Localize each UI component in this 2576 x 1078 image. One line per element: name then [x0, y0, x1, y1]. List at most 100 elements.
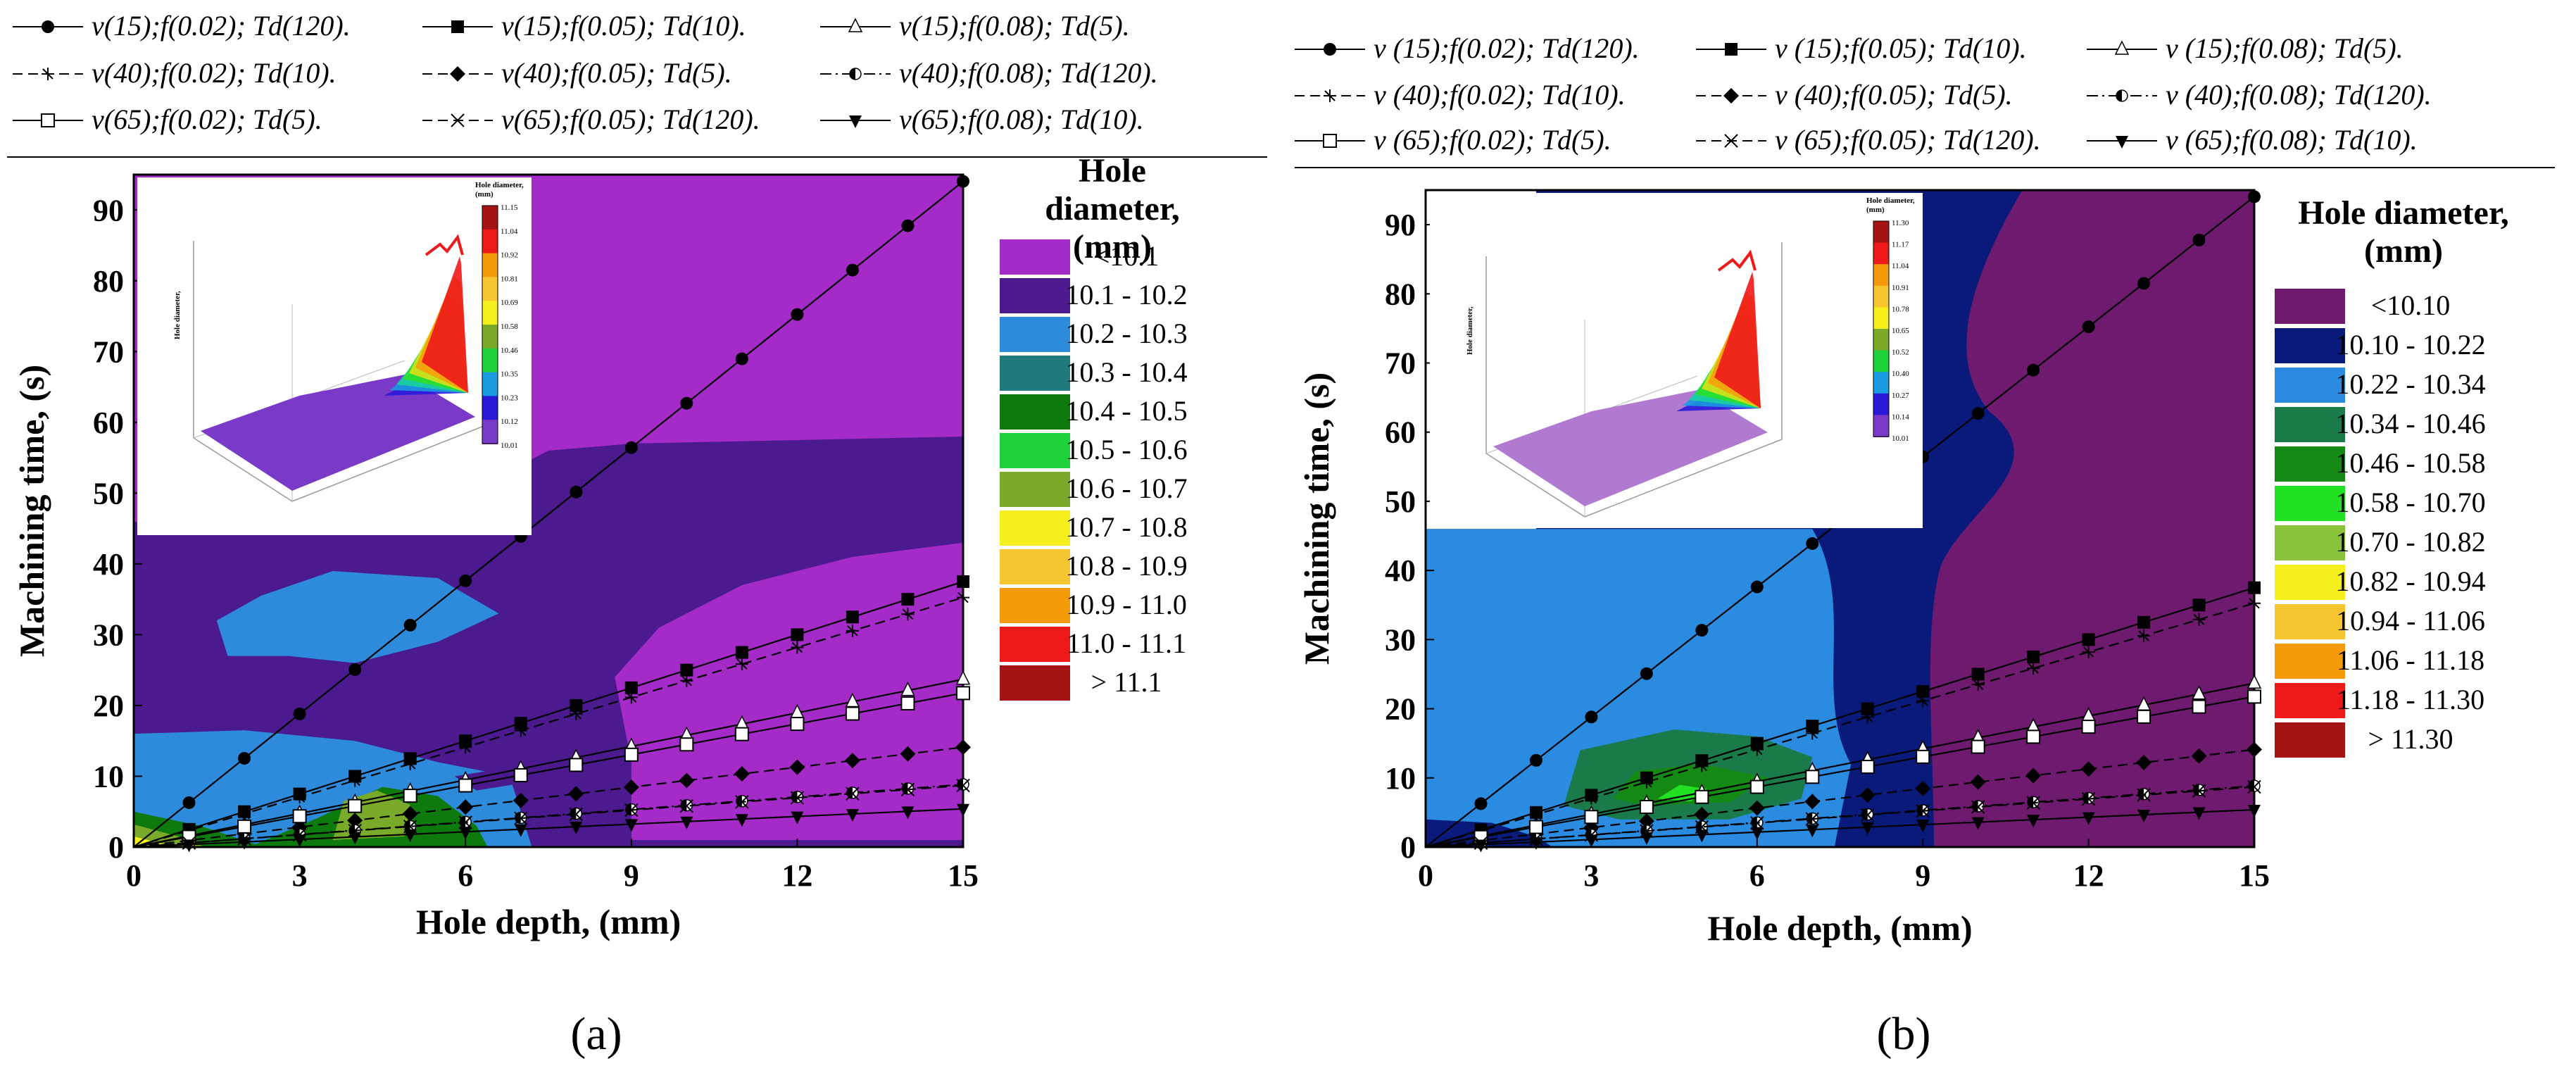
legend-label-7: v(65);f(0.02); Td(5). — [92, 104, 322, 135]
inset-colorbar-tick: 10.01 — [1892, 434, 1909, 443]
series-4-point — [238, 807, 251, 820]
legend-marker-1 — [42, 20, 54, 33]
series-5-point — [1915, 780, 1931, 796]
series-line-9 — [1425, 808, 2255, 848]
colorbar-label: 11.18 - 11.30 — [2337, 684, 2484, 715]
series-5-point — [347, 813, 363, 829]
plot-frame — [132, 173, 965, 848]
series-2-point — [1861, 702, 1874, 715]
series-7-point — [1805, 770, 1820, 784]
series-5-point — [789, 759, 805, 775]
series-4-point — [2082, 646, 2095, 659]
colorbar-label: 10.9 - 11.0 — [1066, 589, 1187, 620]
series-1-point — [2082, 320, 2095, 334]
y-tick-label: 10 — [1385, 761, 1416, 796]
colorbar-swatch — [1000, 433, 1070, 468]
x-tick-label: 3 — [1583, 858, 1599, 893]
series-9-point — [791, 811, 804, 825]
series-7-point — [569, 758, 584, 772]
series-9-point — [624, 819, 638, 832]
series-7-point — [403, 789, 417, 803]
inset-surface-peak — [1717, 249, 1757, 272]
inset-colorbar-title: (mm) — [1866, 206, 1885, 214]
x-tick-label: 6 — [458, 858, 473, 893]
inset-colorbar-segment — [1873, 285, 1889, 308]
series-8-point — [790, 791, 805, 805]
series-9-point — [1971, 817, 1985, 830]
series-9-point — [1585, 834, 1598, 848]
series-7-point — [1749, 779, 1764, 794]
series-3-point — [2247, 674, 2262, 689]
inset-3d-plot: 11.30 11.17 11.04 10.91 10.78 10.65 10.52 10.40… — [1430, 193, 1923, 528]
colorbar-swatch — [2275, 486, 2345, 521]
inset-colorbar-tick: 11.04 — [1892, 262, 1909, 270]
x-tick-label: 0 — [126, 858, 142, 893]
legend-marker-6-fill — [850, 68, 855, 80]
colorbar-label: <10.1 — [1094, 240, 1160, 272]
legend-label-5: v(40);f(0.05); Td(5). — [501, 57, 732, 89]
inset-surface-base — [1493, 390, 1768, 506]
inset-colorbar-segment — [1873, 415, 1889, 437]
inset-3d-plot: 11.15 11.04 10.92 10.81 10.69 10.58 10.46 10.35… — [137, 177, 532, 535]
inset-colorbar-tick: 10.40 — [1892, 370, 1909, 378]
series-7-point — [1639, 800, 1654, 815]
y-tick-label: 90 — [1385, 208, 1416, 242]
series-8-point — [2137, 788, 2151, 802]
legend-label-3: v(15);f(0.08); Td(5). — [899, 10, 1130, 42]
series-9-point — [348, 832, 362, 845]
panel-label: (a) — [570, 1008, 622, 1060]
inset-z-title: Hole diameter, — [173, 291, 182, 339]
series-9-point — [459, 827, 472, 840]
inset-colorbar-tick: 10.46 — [501, 346, 518, 355]
legend-label-2: v (15);f(0.05); Td(10). — [1775, 32, 2027, 64]
series-5-point — [2191, 748, 2207, 764]
series-7-point — [624, 747, 639, 762]
x-tick-label: 6 — [1749, 858, 1765, 893]
series-1-point — [182, 796, 196, 809]
series-1-point — [901, 219, 915, 232]
inset-colorbar-tick: 10.65 — [1892, 327, 1909, 335]
series-1-point — [1695, 624, 1709, 637]
legend-marker-9 — [849, 115, 862, 128]
series-7-point — [1584, 810, 1599, 825]
series-4-point — [1971, 678, 1985, 691]
series-4-point — [2248, 596, 2261, 610]
series-2-point — [1916, 685, 1930, 698]
series-line-3 — [133, 678, 964, 848]
colorbar-swatch — [1000, 588, 1070, 623]
inset-colorbar-tick: 10.14 — [1892, 413, 1909, 421]
inset-colorbar-segment — [482, 277, 498, 302]
series-1-point — [957, 175, 969, 188]
inset-surface-band — [1714, 272, 1761, 408]
inset-colorbar-tick: 10.81 — [501, 275, 518, 283]
colorbar-label: 10.7 - 10.8 — [1065, 511, 1187, 543]
plot-frame — [1424, 189, 2256, 848]
series-7-point — [1528, 820, 1543, 834]
chart-a: v(15);f(0.02); Td(120). v(15);f(0.05); Td… — [7, 10, 1267, 1060]
inset-colorbar-segment — [482, 253, 498, 278]
legend-label-6: v(40);f(0.08); Td(120). — [899, 57, 1158, 89]
series-1-point — [2248, 190, 2261, 203]
series-9-point — [901, 806, 915, 820]
series-7-point — [900, 696, 915, 710]
series-line-3 — [1425, 682, 2255, 848]
series-line-7 — [1425, 696, 2255, 848]
series-3-point — [955, 670, 971, 685]
series-4-point — [680, 674, 693, 687]
legend-marker-2 — [451, 20, 464, 33]
x-tick-label: 12 — [2073, 858, 2104, 893]
series-4-point — [459, 741, 472, 754]
series-4-point — [1640, 775, 1653, 789]
series-9-point — [1861, 822, 1874, 835]
series-7-point — [1916, 749, 1930, 764]
series-9-point — [680, 816, 693, 829]
series-3-point — [2192, 685, 2206, 700]
series-5-point — [568, 786, 584, 802]
series-4-point — [1529, 808, 1543, 821]
inset-colorbar-tick: 10.69 — [501, 299, 518, 307]
series-5-point — [679, 772, 695, 789]
x-axis-title: Hole depth, (mm) — [1707, 908, 1972, 948]
colorbar-label: 10.10 - 10.22 — [2335, 329, 2485, 361]
legend-label-8: v (65);f(0.05); Td(120). — [1775, 124, 2041, 156]
series-9-point — [1750, 827, 1764, 840]
